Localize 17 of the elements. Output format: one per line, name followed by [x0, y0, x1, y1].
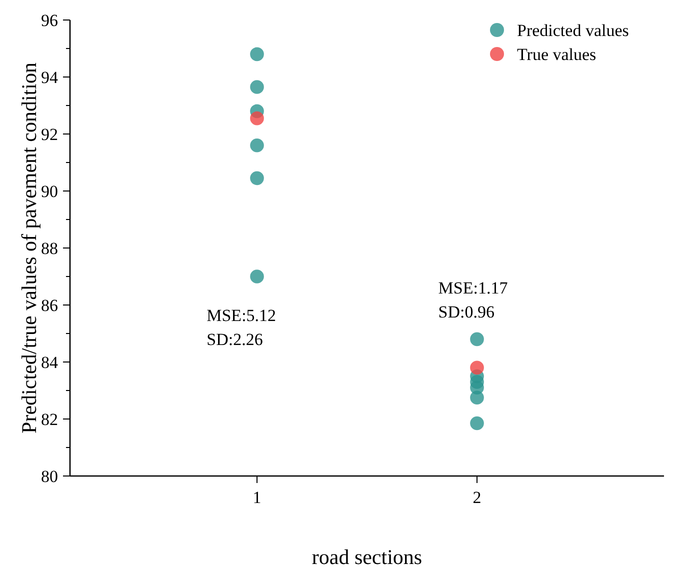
y-tick-label: 86: [41, 296, 58, 315]
y-tick-label: 80: [41, 467, 58, 486]
x-tick-label: 1: [252, 488, 262, 507]
legend-label: True values: [517, 45, 596, 64]
y-tick-label: 96: [41, 11, 58, 30]
y-tick-label: 88: [41, 239, 58, 258]
y-tick-label: 82: [41, 410, 58, 429]
y-tick-label: 84: [41, 353, 58, 372]
legend-label: Predicted values: [517, 21, 629, 40]
y-axis-title: Predicted/true values of pavement condition: [17, 62, 41, 434]
y-tick-label: 94: [41, 68, 58, 87]
y-tick-label: 92: [41, 125, 58, 144]
annotation: MSE:5.12 SD:2.26: [206, 306, 276, 349]
annotation: MSE:1.17 SD:0.96: [438, 278, 508, 322]
y-tick-label: 90: [41, 182, 58, 201]
x-axis-title: road sections: [312, 545, 422, 569]
x-tick-label: 2: [472, 488, 482, 507]
